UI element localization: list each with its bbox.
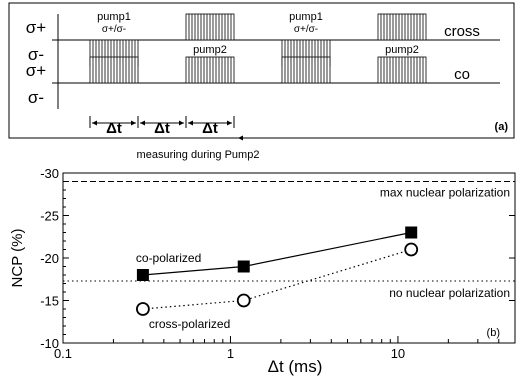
y-tick-label: -10: [40, 336, 59, 351]
data-point-co-polarized: [136, 269, 149, 281]
data-point-cross-polarized: [404, 242, 419, 257]
y-tick-label: -15: [40, 294, 59, 309]
mode-label-co: co: [454, 66, 470, 83]
pulse-name-label: pump1: [289, 11, 323, 23]
sigma-plus-label-co: σ+: [26, 61, 46, 80]
y-axis-label: NCP (%): [9, 229, 26, 288]
pulse-co-2: [185, 56, 235, 84]
pulse-name-label: pump2: [193, 44, 227, 56]
x-tick-label: 10: [391, 346, 405, 361]
data-point-cross-polarized: [236, 293, 251, 308]
pulse-scheme-frame: [8, 2, 515, 139]
delta-t-label-2: Δt: [154, 120, 170, 137]
delta-t-annotations: Δt Δt Δt measuring during Pump2: [89, 116, 262, 161]
series-label-cross-polarized: cross-polarized: [149, 317, 230, 331]
data-point-cross-polarized: [136, 302, 150, 316]
sigma-minus-label-co: σ-: [28, 88, 44, 107]
panel-b-label: (b): [487, 327, 500, 339]
pulse-name-label: pump2: [385, 44, 419, 56]
y-tick-label: -30: [40, 166, 59, 181]
mode-label-cross: cross: [444, 23, 480, 40]
pulse-polarization-label: σ+/σ-: [102, 24, 126, 35]
delta-t-label-1: Δt: [106, 120, 122, 137]
y-tick-label: -25: [40, 209, 59, 224]
series-label-co-polarized: co-polarized: [136, 251, 201, 265]
ncp-chart-panel: max nuclear polarization no nuclear polar…: [9, 166, 516, 376]
data-point-co-polarized: [237, 260, 250, 273]
measuring-note: measuring during Pump2: [137, 149, 260, 161]
pulse-co-4: [377, 56, 427, 84]
delta-t-label-3: Δt: [202, 120, 218, 137]
series-co-polarized: co-polarized: [136, 226, 418, 281]
panel-a-label: (a): [495, 121, 509, 133]
reference-line-label-2: no nuclear polarization: [389, 286, 510, 300]
pulse-name-label: pump1: [97, 11, 131, 23]
pulse-row-co: σ+ σ-co: [26, 56, 500, 109]
y-tick-label: -20: [40, 251, 59, 266]
pulse-co-1: [89, 56, 139, 84]
pulse-co-3: [281, 56, 331, 84]
series-cross-polarized: cross-polarized: [136, 242, 419, 331]
sigma-plus-label-cross: σ+: [26, 18, 46, 37]
x-tick-label: 0.1: [54, 346, 72, 361]
reference-line-label-1: max nuclear polarization: [380, 186, 510, 200]
pulse-polarization-label: σ+/σ-: [294, 24, 318, 35]
pulse-scheme-panel: σ+σ-crosspump1σ+/σ-pump2σ+pump1σ+/σ-pump…: [8, 2, 515, 161]
x-tick-label: 1: [227, 346, 234, 361]
sigma-minus-label-cross: σ-: [28, 45, 44, 64]
x-axis-label: Δt (ms): [268, 357, 323, 376]
data-point-co-polarized: [405, 226, 418, 239]
